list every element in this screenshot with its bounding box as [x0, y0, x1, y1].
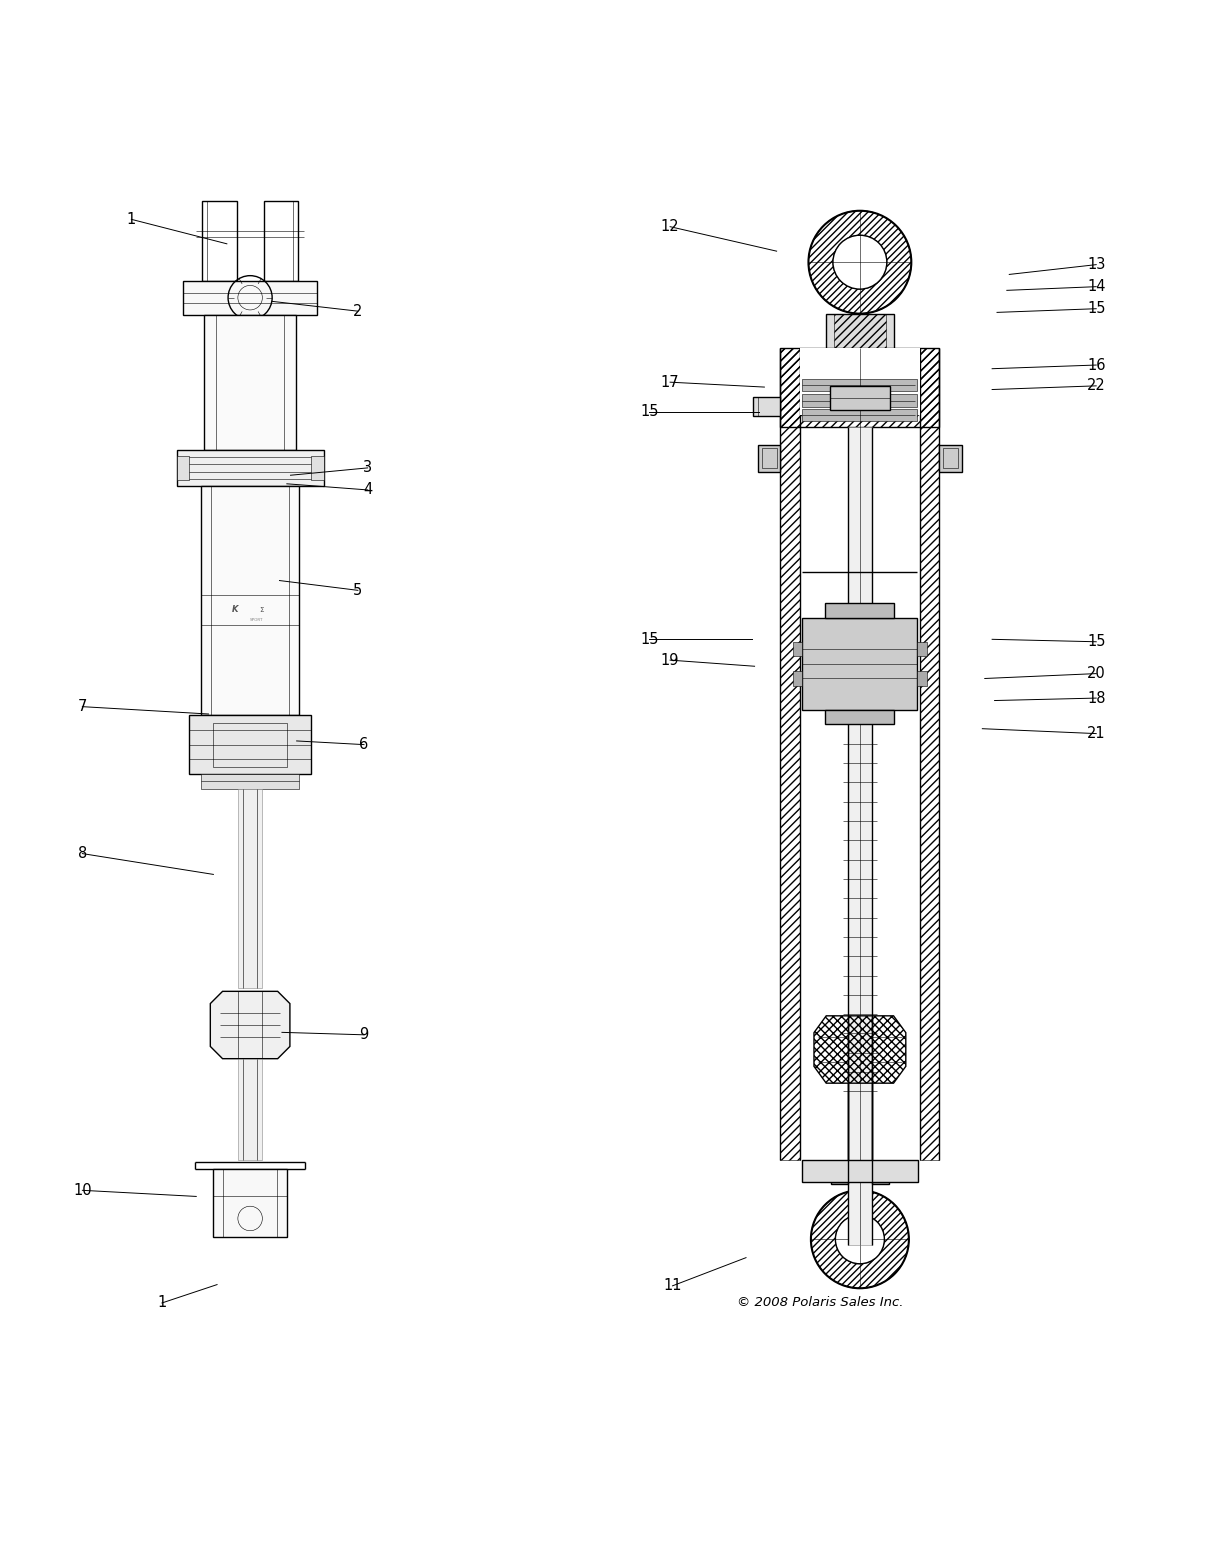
Text: K: K: [232, 605, 239, 615]
Bar: [802, 409, 918, 421]
Text: 2: 2: [353, 303, 363, 319]
Bar: [213, 723, 287, 766]
Bar: [940, 444, 962, 472]
Text: 15: 15: [640, 632, 658, 647]
Text: 1: 1: [127, 212, 137, 228]
Bar: [753, 396, 780, 416]
Bar: [203, 201, 236, 280]
Bar: [204, 314, 296, 449]
Bar: [800, 348, 920, 415]
Circle shape: [833, 235, 887, 289]
Bar: [213, 1169, 287, 1237]
Text: 1: 1: [157, 1296, 166, 1311]
Text: 4: 4: [363, 483, 373, 497]
Text: 15: 15: [1087, 635, 1106, 649]
Bar: [802, 379, 918, 390]
Circle shape: [835, 1215, 884, 1263]
Text: 17: 17: [661, 375, 679, 390]
Bar: [847, 427, 872, 1246]
Text: 14: 14: [1087, 279, 1106, 294]
Bar: [802, 618, 918, 709]
Bar: [834, 314, 886, 348]
Text: 9: 9: [359, 1028, 369, 1042]
Bar: [758, 444, 780, 472]
Text: 18: 18: [1087, 690, 1106, 706]
Bar: [825, 604, 894, 618]
Text: 7: 7: [77, 700, 87, 714]
Text: 20: 20: [1087, 666, 1106, 681]
Bar: [780, 348, 800, 1159]
Bar: [202, 774, 299, 788]
Text: 19: 19: [661, 653, 679, 667]
Bar: [177, 455, 189, 480]
Bar: [177, 449, 323, 486]
Text: 12: 12: [661, 220, 679, 234]
Text: 16: 16: [1087, 358, 1106, 373]
Text: 15: 15: [640, 404, 658, 420]
Text: SPORT: SPORT: [250, 618, 263, 622]
Bar: [792, 672, 802, 686]
Bar: [920, 348, 940, 1159]
Bar: [830, 1181, 889, 1184]
Text: 8: 8: [77, 847, 87, 861]
Bar: [792, 642, 802, 656]
Bar: [237, 788, 262, 988]
Bar: [780, 348, 940, 427]
Text: 3: 3: [363, 460, 373, 475]
Bar: [189, 715, 311, 774]
Bar: [827, 314, 893, 348]
Polygon shape: [210, 991, 290, 1059]
Bar: [263, 201, 298, 280]
Bar: [311, 455, 323, 480]
Text: 21: 21: [1087, 726, 1106, 741]
Bar: [918, 672, 927, 686]
Text: 22: 22: [1087, 378, 1106, 393]
Text: 13: 13: [1087, 257, 1106, 272]
Text: 6: 6: [359, 737, 369, 752]
Text: $\Sigma$: $\Sigma$: [260, 605, 266, 615]
Bar: [918, 642, 927, 656]
Text: 5: 5: [353, 584, 363, 598]
Bar: [237, 1059, 262, 1159]
Bar: [202, 486, 299, 715]
Bar: [802, 395, 918, 407]
Text: 11: 11: [663, 1279, 681, 1293]
Bar: [943, 449, 958, 467]
Bar: [761, 449, 776, 467]
Text: 15: 15: [1087, 302, 1106, 316]
Bar: [825, 709, 894, 724]
Bar: [830, 385, 889, 410]
Bar: [802, 1159, 918, 1181]
Text: 10: 10: [73, 1183, 92, 1198]
Text: © 2008 Polaris Sales Inc.: © 2008 Polaris Sales Inc.: [738, 1297, 904, 1310]
Bar: [183, 280, 317, 314]
